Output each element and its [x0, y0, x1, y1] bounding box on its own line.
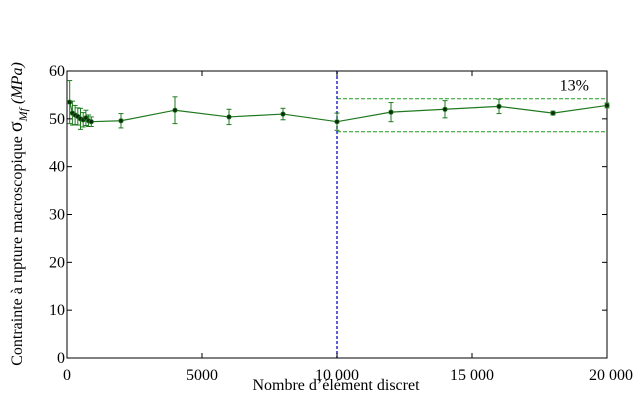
y-axis-title-symbol: σ	[5, 121, 27, 132]
band-label: 13%	[560, 78, 589, 95]
y-axis-title-unit: (MPa)	[9, 62, 26, 108]
x-tick-label: 10 000	[315, 367, 359, 384]
data-point	[226, 114, 232, 120]
data-point	[280, 111, 286, 117]
data-point	[88, 119, 94, 125]
y-tick-label: 60	[49, 63, 65, 80]
data-point	[388, 109, 394, 115]
y-axis-ticks: 0 10 20 30 40 50 60	[49, 63, 607, 367]
y-axis-title-prefix: Contrainte à rupture macroscopique	[9, 132, 26, 366]
x-tick-label: 15 000	[450, 367, 494, 384]
y-tick-label: 30	[49, 207, 65, 224]
data-point	[118, 118, 124, 124]
data-point	[67, 99, 73, 105]
series-layer	[67, 80, 610, 131]
x-tick-label: 0	[63, 367, 71, 384]
data-point	[172, 107, 178, 113]
data-point	[496, 103, 502, 109]
y-tick-label: 40	[49, 159, 65, 176]
y-tick-label: 10	[49, 302, 65, 319]
x-axis-ticks: 0 5000 10 000 15 000 20 000	[63, 71, 633, 384]
data-point	[604, 102, 610, 109]
y-tick-label: 20	[49, 254, 65, 271]
y-axis-title: Contrainte à rupture macroscopique σMf (…	[5, 62, 30, 366]
data-point	[550, 110, 556, 116]
x-axis-title: Nombre d’élément discret	[252, 377, 420, 394]
data-point	[334, 119, 340, 125]
x-tick-label: 20 000	[589, 367, 633, 384]
data-point	[442, 106, 448, 112]
y-tick-label: 50	[49, 111, 65, 128]
band-layer	[337, 98, 607, 133]
x-tick-label: 5000	[186, 367, 218, 384]
y-axis-title-sub: Mf	[16, 106, 30, 122]
y-tick-label: 0	[57, 350, 65, 367]
